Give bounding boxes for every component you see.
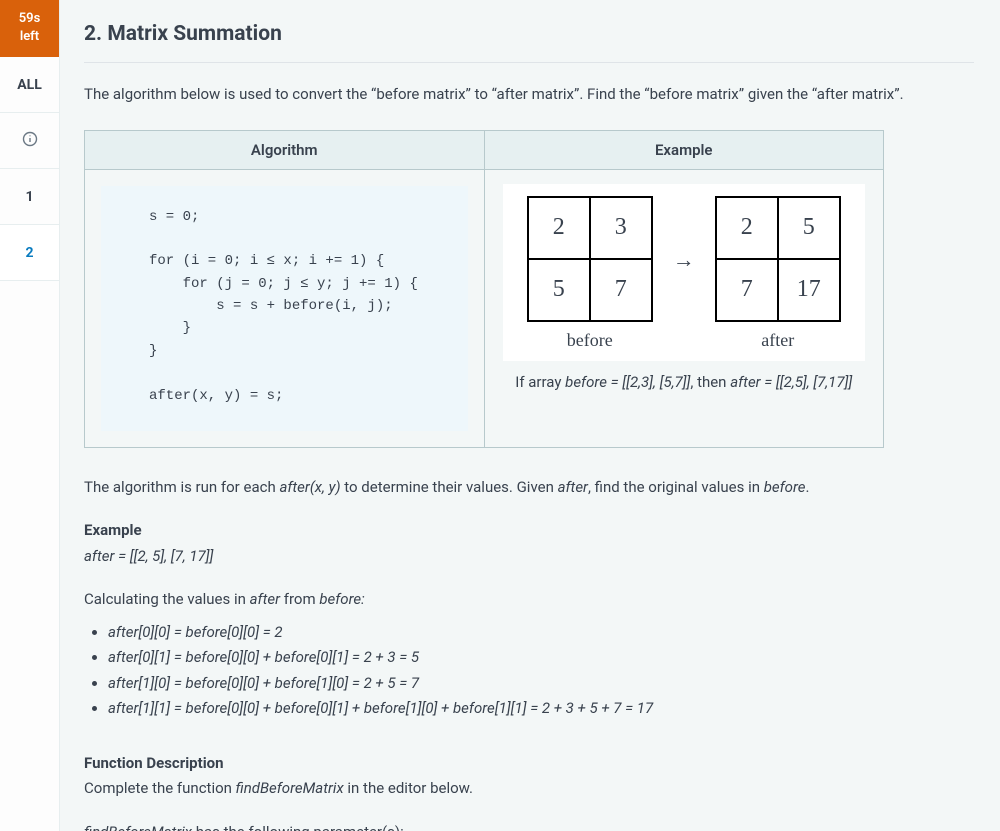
- nav-q1-label: 1: [25, 189, 33, 205]
- calc-list: after[0][0] = before[0][0] = 2 after[0][…: [84, 621, 974, 720]
- before-matrix-wrap: 2 3 5 7 before: [527, 196, 653, 351]
- timer-left-label: left: [4, 28, 55, 46]
- arrow-icon: →: [673, 247, 695, 273]
- text-italic: before: [764, 478, 806, 496]
- example-section: Example: [84, 519, 974, 542]
- cell-example: 2 3 5 7 before → 2: [484, 169, 884, 448]
- matrix-diagram: 2 3 5 7 before → 2: [503, 184, 866, 361]
- text-part: , find the original values in: [588, 478, 764, 496]
- timer-seconds: 59s: [4, 10, 55, 28]
- nav-q2-label: 2: [25, 245, 33, 261]
- list-item: after[1][1] = before[0][0] + before[0][1…: [108, 697, 974, 720]
- nav-info[interactable]: [0, 113, 59, 169]
- matrix-cell: 5: [778, 197, 840, 259]
- nav-all-label: ALL: [17, 77, 42, 93]
- page-title: 2. Matrix Summation: [84, 22, 974, 63]
- explain-text: The algorithm is run for each after(x, y…: [84, 476, 974, 499]
- before-label: before: [567, 330, 613, 351]
- example-heading: Example: [84, 521, 142, 539]
- th-example: Example: [484, 130, 884, 169]
- sidebar: 59s left ALL 1 2: [0, 0, 60, 831]
- intro-text: The algorithm below is used to convert t…: [84, 83, 974, 106]
- fdesc-section: Function Description: [84, 752, 974, 775]
- text-italic: after(x, y): [279, 478, 340, 496]
- caption-after: after = [[2,5], [7,17]]: [730, 373, 852, 391]
- nav-question-2[interactable]: 2: [0, 225, 59, 281]
- matrix-cell: 17: [778, 259, 840, 321]
- text-part: from: [280, 590, 319, 608]
- nav-question-1[interactable]: 1: [0, 169, 59, 225]
- before-matrix: 2 3 5 7: [527, 196, 653, 322]
- text-part: to determine their values. Given: [341, 478, 558, 496]
- text-part: Complete the function: [84, 779, 236, 797]
- matrix-cell: 5: [528, 259, 590, 321]
- text-part: The algorithm is run for each: [84, 478, 279, 496]
- after-matrix: 2 5 7 17: [715, 196, 841, 322]
- caption-before: before = [[2,3], [5,7]]: [565, 373, 690, 391]
- nav-all[interactable]: ALL: [0, 57, 59, 113]
- code-block: s = 0; for (i = 0; i ≤ x; i += 1) { for …: [101, 186, 468, 432]
- matrix-cell: 7: [590, 259, 652, 321]
- timer-badge: 59s left: [0, 0, 59, 57]
- text-part: has the following parameter(s):: [192, 823, 404, 831]
- text-part: .: [805, 478, 809, 496]
- params-line: findBeforeMatrix has the following param…: [84, 821, 974, 831]
- text-italic: after: [250, 590, 280, 608]
- matrix-cell: 3: [590, 197, 652, 259]
- list-item: after[1][0] = before[0][0] + before[1][0…: [108, 672, 974, 695]
- text-italic: before:: [319, 590, 364, 608]
- example-data: after = [[2, 5], [7, 17]]: [84, 545, 974, 568]
- text-italic: findBeforeMatrix: [236, 779, 344, 797]
- list-item: after[0][0] = before[0][0] = 2: [108, 621, 974, 644]
- algorithm-table: Algorithm Example s = 0; for (i = 0; i ≤…: [84, 130, 884, 449]
- example-caption: If array before = [[2,3], [5,7]], then a…: [503, 373, 866, 391]
- matrix-cell: 2: [716, 197, 778, 259]
- text-italic: after: [558, 478, 588, 496]
- info-icon: [22, 131, 38, 151]
- root: 59s left ALL 1 2 2. Matrix Summation The…: [0, 0, 1000, 831]
- text-part: Calculating the values in: [84, 590, 250, 608]
- fdesc-heading: Function Description: [84, 754, 224, 772]
- th-algorithm: Algorithm: [85, 130, 485, 169]
- text-part: in the editor below.: [344, 779, 473, 797]
- fdesc-line: Complete the function findBeforeMatrix i…: [84, 777, 974, 800]
- caption-part: , then: [690, 373, 730, 391]
- calc-intro: Calculating the values in after from bef…: [84, 588, 974, 611]
- matrix-cell: 7: [716, 259, 778, 321]
- matrix-cell: 2: [528, 197, 590, 259]
- caption-part: If array: [515, 373, 565, 391]
- list-item: after[0][1] = before[0][0] + before[0][1…: [108, 646, 974, 669]
- cell-algorithm: s = 0; for (i = 0; i ≤ x; i += 1) { for …: [85, 169, 485, 448]
- example-line: after = [[2, 5], [7, 17]]: [84, 547, 213, 565]
- after-matrix-wrap: 2 5 7 17 after: [715, 196, 841, 351]
- text-italic: findBeforeMatrix: [84, 823, 192, 831]
- main-content[interactable]: 2. Matrix Summation The algorithm below …: [60, 0, 1000, 831]
- after-label: after: [761, 330, 794, 351]
